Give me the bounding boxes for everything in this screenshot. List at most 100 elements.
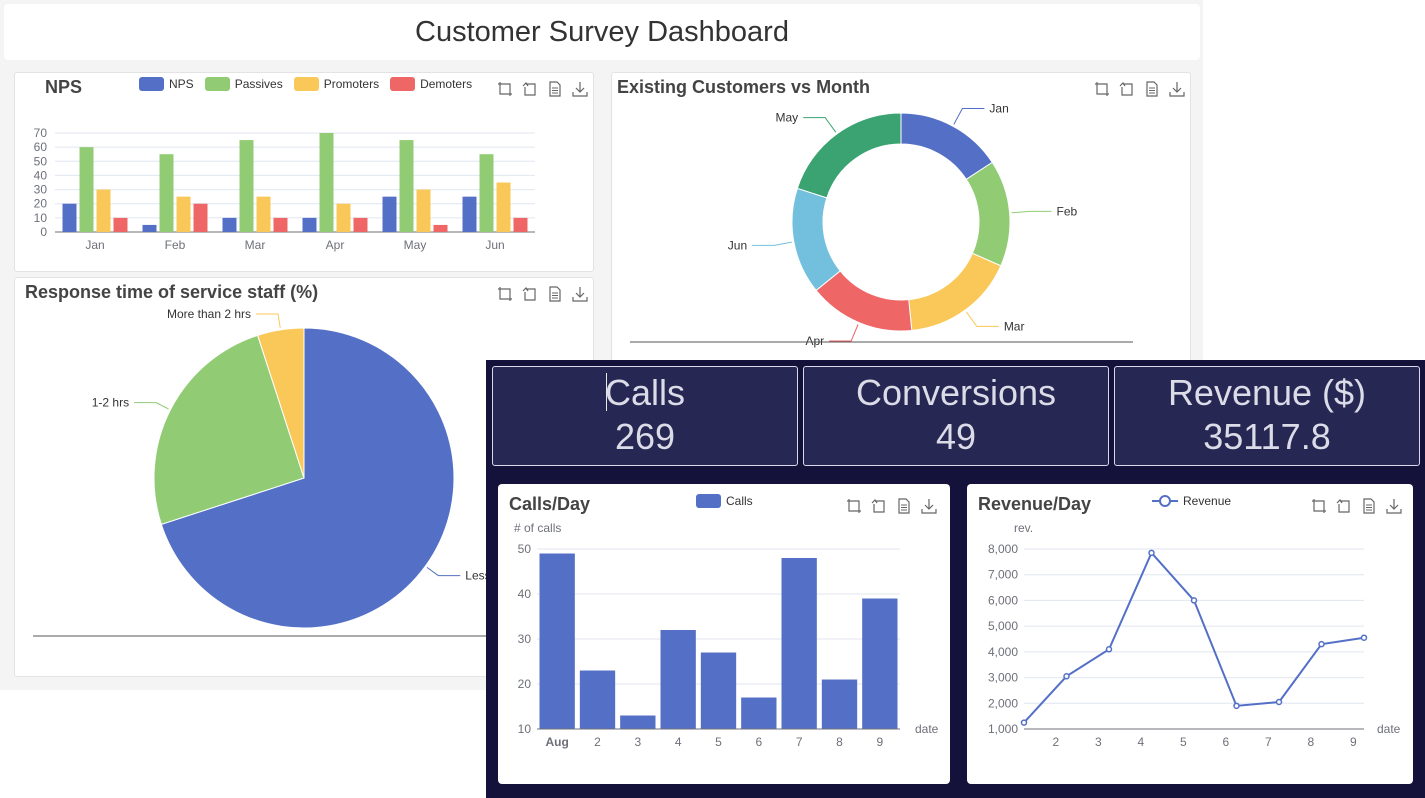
data-point [1148,549,1155,557]
existing-donut-chart: Jan Feb Mar Apr Jun May [630,102,1133,348]
y-tick-label: 8,000 [988,542,1018,556]
x-tick-label: Mar [245,238,266,252]
bar [382,196,397,232]
slice-label: Feb [1057,204,1078,218]
y-tick-label: 20 [518,677,532,691]
y-tick-label: 5,000 [988,619,1018,633]
y-tick-label: 40 [518,587,532,601]
pie-slice [791,187,841,292]
bar [353,217,368,232]
y-axis-title: # of calls [514,521,561,535]
revenue-line-chart: rev. 1,000 2,000 3,000 4,000 5,000 6,000 7,000 8… [988,521,1401,749]
kpi-revenue: Revenue ($) 35117.8 [1114,366,1420,466]
bar [256,196,271,232]
bar [781,558,817,729]
y-tick-label: 30 [34,183,48,197]
x-axis-title: date [915,722,939,736]
y-tick-label: 50 [518,542,532,556]
revenue-per-day-title: Revenue/Day [978,494,1092,514]
slice-label: Apr [805,334,824,348]
y-tick-label: 1,000 [988,722,1018,736]
response-title: Response time of service staff (%) [25,282,319,302]
y-axis-title: rev. [1014,521,1033,535]
x-tick-label: 2 [594,735,601,749]
bar [273,217,288,232]
label-line [1011,210,1052,214]
y-tick-label: 40 [34,168,48,182]
x-tick-label: 7 [1265,735,1272,749]
calls-legend[interactable]: Calls [696,494,753,508]
x-tick-label: 3 [1095,735,1102,749]
y-tick-label: 4,000 [988,645,1018,659]
x-tick-label: 6 [1223,735,1230,749]
data-point [1233,702,1240,710]
bar [113,217,128,232]
label-line [965,311,999,327]
pie-slice [796,112,902,199]
slice-label: Jun [728,238,747,252]
text-cursor [606,373,607,411]
bar [660,630,696,729]
pie-slice [900,112,993,181]
y-tick-label: 60 [34,140,48,154]
bar [741,697,777,729]
slice-label: May [776,111,799,125]
bar [416,189,431,232]
bar [479,154,494,232]
bar [222,217,237,232]
nps-card: NPS NPS Passives Promoters Demoters 0 10 2… [14,72,594,272]
x-tick-label: 6 [755,735,762,749]
legend-item-passives[interactable]: Passives [204,77,283,91]
bar [579,670,616,729]
kpi-label: Revenue ($) [1167,372,1367,413]
data-point [1318,640,1325,648]
bar [142,224,157,232]
bar [79,147,94,232]
x-tick-label: 8 [1308,735,1315,749]
y-tick-label: 10 [518,722,532,736]
legend-item-promoters[interactable]: Promoters [293,77,379,91]
x-tick-label: 7 [796,735,803,749]
x-tick-label: 8 [836,735,843,749]
bar [319,133,334,232]
x-tick-label: Jun [485,238,504,252]
label-line [829,324,859,342]
bar [176,196,191,232]
y-tick-label: 70 [34,126,48,140]
nps-title: NPS [45,77,83,97]
x-axis-title: date [1377,722,1401,736]
data-point [1105,646,1113,653]
pie-slice [965,161,1011,267]
slice-label: Jan [989,102,1008,116]
series-line [1023,551,1365,724]
kpi-value: 35117.8 [1203,416,1331,457]
data-point [1020,719,1028,726]
y-tick-label: 7,000 [988,568,1018,582]
x-tick-label: Aug [546,735,569,749]
y-tick-label: 2,000 [988,696,1018,710]
x-tick-label: Jan [85,238,104,252]
y-tick-label: 0 [40,225,47,239]
kpi-value: 269 [614,416,676,457]
kpi-label: Calls [604,372,685,413]
calls-bar-chart: # of calls 10 20 30 40 50 Aug 2 3 4 5 6 7 8 9 date [514,521,939,749]
x-tick-label: Apr [326,238,345,252]
data-point [1360,634,1368,641]
bar [496,182,511,232]
revenue-legend[interactable]: Revenue [1152,494,1231,508]
label-line [134,402,169,410]
existing-customers-title: Existing Customers vs Month [617,77,871,97]
page-title: Customer Survey Dashboard [415,16,789,48]
y-tick-label: 6,000 [988,593,1018,607]
legend-item-demoters[interactable]: Demoters [390,77,472,91]
y-tick-label: 10 [34,211,48,225]
legend-item-nps[interactable]: NPS [139,77,194,91]
revenue-per-day-card: Revenue/Day Revenue rev. 1,000 2,000 3,000 4… [967,484,1413,784]
y-tick-label: 20 [34,197,48,211]
sales-dashboard-overlay: Calls 269 Conversions 49 Revenue ($) 351… [486,360,1425,798]
bar [620,715,656,729]
data-point [1190,597,1198,604]
existing-customers-card: Existing Customers vs Month Jan Feb Mar Apr… [611,72,1191,374]
kpi-conversions: Conversions 49 [803,366,1109,466]
